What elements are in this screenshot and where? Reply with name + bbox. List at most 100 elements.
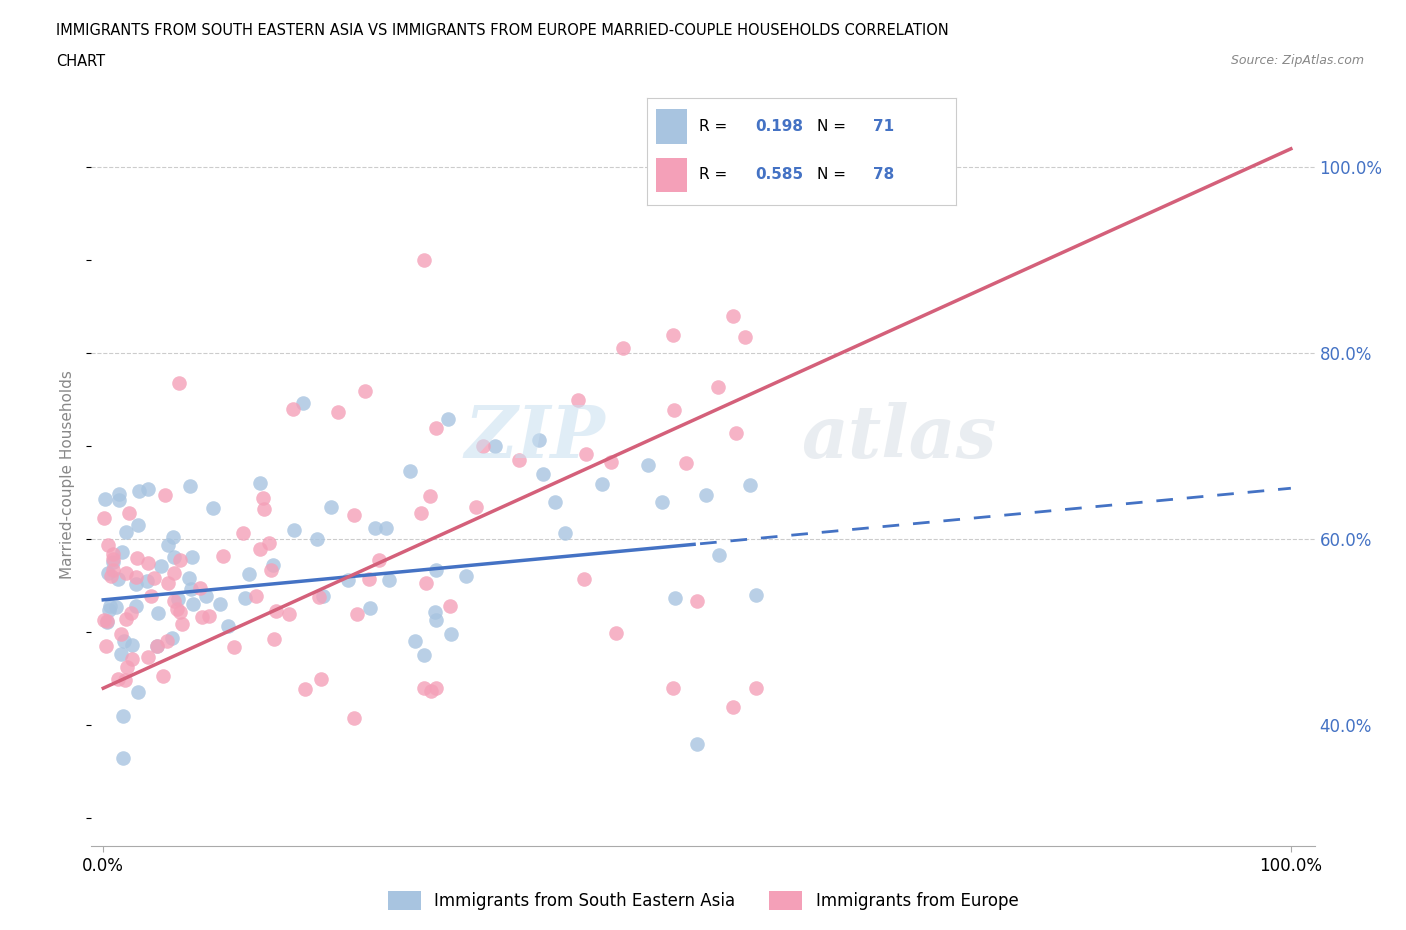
- Point: [262, 558, 284, 573]
- Point: [172, 617, 194, 631]
- Point: [554, 525, 576, 540]
- Point: [404, 634, 426, 649]
- Point: [409, 505, 432, 520]
- Point: [201, 500, 224, 515]
- Text: N =: N =: [817, 167, 851, 182]
- Point: [425, 420, 447, 435]
- Point: [96, 639, 118, 654]
- Point: [709, 548, 731, 563]
- Point: [198, 609, 221, 624]
- Point: [115, 525, 138, 539]
- Point: [150, 559, 173, 574]
- Point: [343, 711, 366, 726]
- Point: [745, 588, 768, 603]
- Point: [181, 596, 204, 611]
- Text: 78: 78: [873, 167, 894, 182]
- Point: [96, 615, 118, 630]
- Point: [321, 499, 343, 514]
- Point: [675, 456, 697, 471]
- Point: [740, 478, 762, 493]
- Point: [651, 494, 673, 509]
- Point: [415, 576, 437, 591]
- Point: [238, 566, 260, 581]
- Point: [166, 602, 188, 617]
- Bar: [657, 157, 688, 192]
- Text: R =: R =: [699, 167, 733, 182]
- Point: [146, 638, 169, 653]
- Point: [146, 638, 169, 653]
- Point: [177, 571, 200, 586]
- Point: [308, 590, 330, 604]
- Point: [413, 681, 436, 696]
- Point: [114, 672, 136, 687]
- Point: [664, 591, 686, 605]
- Point: [115, 611, 138, 626]
- Point: [209, 597, 232, 612]
- Point: [118, 506, 141, 521]
- Point: [612, 340, 634, 355]
- Point: [721, 699, 744, 714]
- Point: [259, 563, 281, 578]
- Point: [277, 606, 299, 621]
- Point: [249, 475, 271, 490]
- Point: [93, 612, 115, 627]
- Point: [128, 484, 150, 498]
- Point: [97, 538, 120, 553]
- Point: [343, 508, 366, 523]
- Point: [337, 572, 360, 587]
- Point: [305, 531, 328, 546]
- Point: [190, 580, 212, 595]
- Point: [309, 671, 332, 686]
- Point: [734, 329, 756, 344]
- Point: [136, 482, 159, 497]
- Point: [283, 402, 305, 417]
- Point: [190, 609, 212, 624]
- Point: [121, 637, 143, 652]
- Point: [101, 554, 124, 569]
- Point: [575, 446, 598, 461]
- Point: [108, 493, 131, 508]
- Point: [423, 604, 446, 619]
- Point: [222, 640, 245, 655]
- Point: [454, 569, 477, 584]
- Text: Source: ZipAtlas.com: Source: ZipAtlas.com: [1230, 54, 1364, 67]
- Point: [686, 593, 709, 608]
- Point: [368, 552, 391, 567]
- Point: [283, 523, 305, 538]
- Point: [413, 253, 436, 268]
- Point: [97, 603, 120, 618]
- Point: [662, 327, 685, 342]
- Text: ZIP: ZIP: [464, 402, 605, 472]
- Point: [104, 600, 127, 615]
- Point: [605, 625, 627, 640]
- Point: [100, 568, 122, 583]
- Point: [508, 453, 530, 468]
- Point: [111, 751, 134, 765]
- Point: [125, 569, 148, 584]
- Point: [157, 538, 180, 552]
- Text: 71: 71: [873, 119, 894, 134]
- Point: [162, 529, 184, 544]
- Point: [107, 571, 129, 586]
- Point: [591, 476, 613, 491]
- Point: [359, 601, 381, 616]
- Point: [378, 573, 401, 588]
- Bar: [657, 110, 688, 143]
- Point: [108, 486, 131, 501]
- Point: [107, 671, 129, 686]
- Point: [217, 618, 239, 633]
- Point: [167, 376, 190, 391]
- Point: [353, 383, 375, 398]
- Point: [253, 502, 276, 517]
- Text: CHART: CHART: [56, 54, 105, 69]
- Point: [249, 541, 271, 556]
- Point: [363, 520, 385, 535]
- Point: [440, 627, 463, 642]
- Point: [425, 681, 447, 696]
- Point: [125, 599, 148, 614]
- Point: [181, 550, 204, 565]
- Text: atlas: atlas: [801, 402, 995, 472]
- Point: [359, 572, 381, 587]
- Point: [326, 405, 349, 420]
- Point: [600, 455, 623, 470]
